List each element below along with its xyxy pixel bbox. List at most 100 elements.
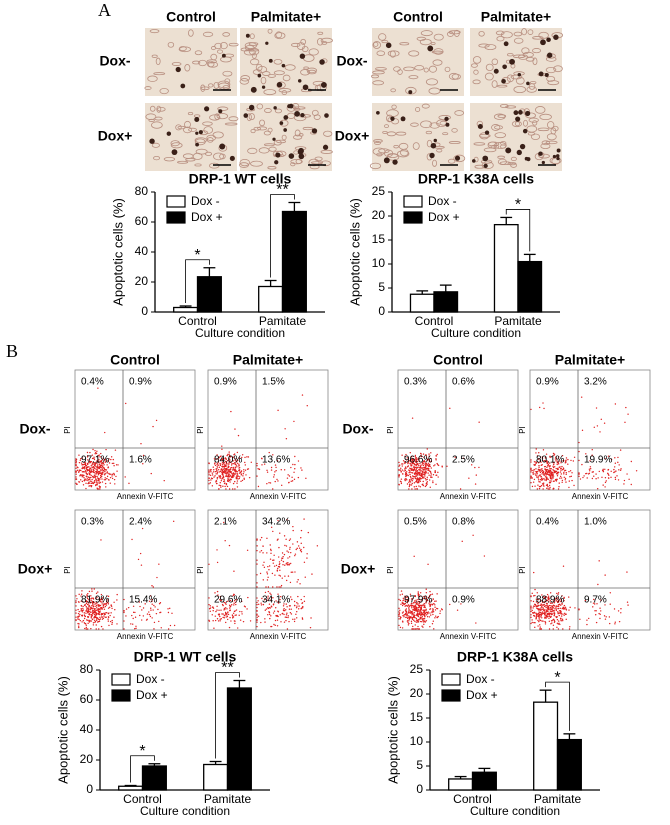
event-dot [143,607,144,608]
event-dot [429,470,430,471]
event-dot [287,617,288,618]
event-dot [541,468,542,469]
event-dot [233,483,234,484]
event-dot [111,456,112,457]
event-dot [220,487,221,488]
event-dot [436,474,437,475]
micrograph [470,103,562,171]
event-dot [405,617,406,618]
event-dot [417,482,418,483]
event-dot [282,552,283,553]
event-dot [417,621,418,622]
event-dot [225,473,226,474]
event-dot [547,478,548,479]
event-dot [401,478,402,479]
event-dot [552,475,553,476]
event-dot [89,483,90,484]
event-dot [97,617,98,618]
event-dot [78,471,79,472]
event-dot [267,614,268,615]
quadrant-percent: 0.4% [536,517,559,528]
quadrant-percent: 88.9% [536,595,564,606]
event-dot [235,471,236,472]
event-dot [243,621,244,622]
event-dot [534,615,535,616]
event-dot [553,481,554,482]
flow-plot: 2.1%34.2%29.6%34.1%Annexin V-FITCPI [196,510,328,641]
event-dot [93,468,94,469]
event-dot [541,620,542,621]
event-dot [605,616,606,617]
event-dot [131,615,132,616]
event-dot [563,565,564,566]
event-dot [263,562,264,563]
event-dot [217,467,218,468]
quadrant-percent: 15.4% [129,595,157,606]
event-dot [238,435,239,436]
event-dot [565,614,566,615]
event-dot [540,610,541,611]
quadrant-percent: 9.7% [584,595,607,606]
event-dot [578,451,579,452]
event-dot [87,466,88,467]
y-tick-label: 5 [378,280,385,294]
event-dot [618,469,619,470]
event-dot [215,620,216,621]
flow-plot: 0.4%0.9%97.1%1.6%Annexin V-FITCPI [63,370,195,501]
event-dot [560,608,561,609]
event-dot [421,614,422,615]
event-dot [105,486,106,487]
event-dot [123,599,124,600]
event-dot [91,591,92,592]
event-dot [408,612,409,613]
event-dot [556,468,557,469]
event-dot [569,628,570,629]
event-dot [280,621,281,622]
event-dot [539,616,540,617]
event-dot [534,589,535,590]
event-dot [232,476,233,477]
event-dot [427,612,428,613]
event-dot [270,558,271,559]
event-dot [279,570,280,571]
event-dot [604,574,605,575]
event-dot [139,606,140,607]
event-dot [87,616,88,617]
event-dot [112,622,113,623]
event-dot [530,482,531,483]
event-dot [281,585,282,586]
event-dot [554,622,555,623]
event-dot [114,609,115,610]
event-dot [86,606,87,607]
event-dot [97,484,98,485]
legend-label: Dox + [136,688,168,702]
event-dot [267,579,268,580]
event-dot [147,613,148,614]
error-bar [203,268,215,277]
error-bar [440,285,452,292]
event-dot [212,485,213,486]
event-dot [412,417,413,418]
event-dot [94,480,95,481]
event-dot [581,396,582,397]
event-dot [225,613,226,614]
event-dot [249,477,250,478]
event-dot [410,472,411,473]
event-dot [256,607,257,608]
stained-nucleus [539,72,544,77]
event-dot [407,618,408,619]
event-dot [257,617,258,618]
event-dot [423,607,424,608]
event-dot [532,607,533,608]
event-dot [210,479,211,480]
x-tick-label: Pamitate [204,792,252,806]
event-dot [610,592,611,593]
event-dot [266,571,267,572]
event-dot [105,483,106,484]
event-dot [256,545,257,546]
event-dot [550,592,551,593]
event-dot [270,615,271,616]
event-dot [287,477,288,478]
stained-nucleus [303,84,309,90]
event-dot [230,475,231,476]
